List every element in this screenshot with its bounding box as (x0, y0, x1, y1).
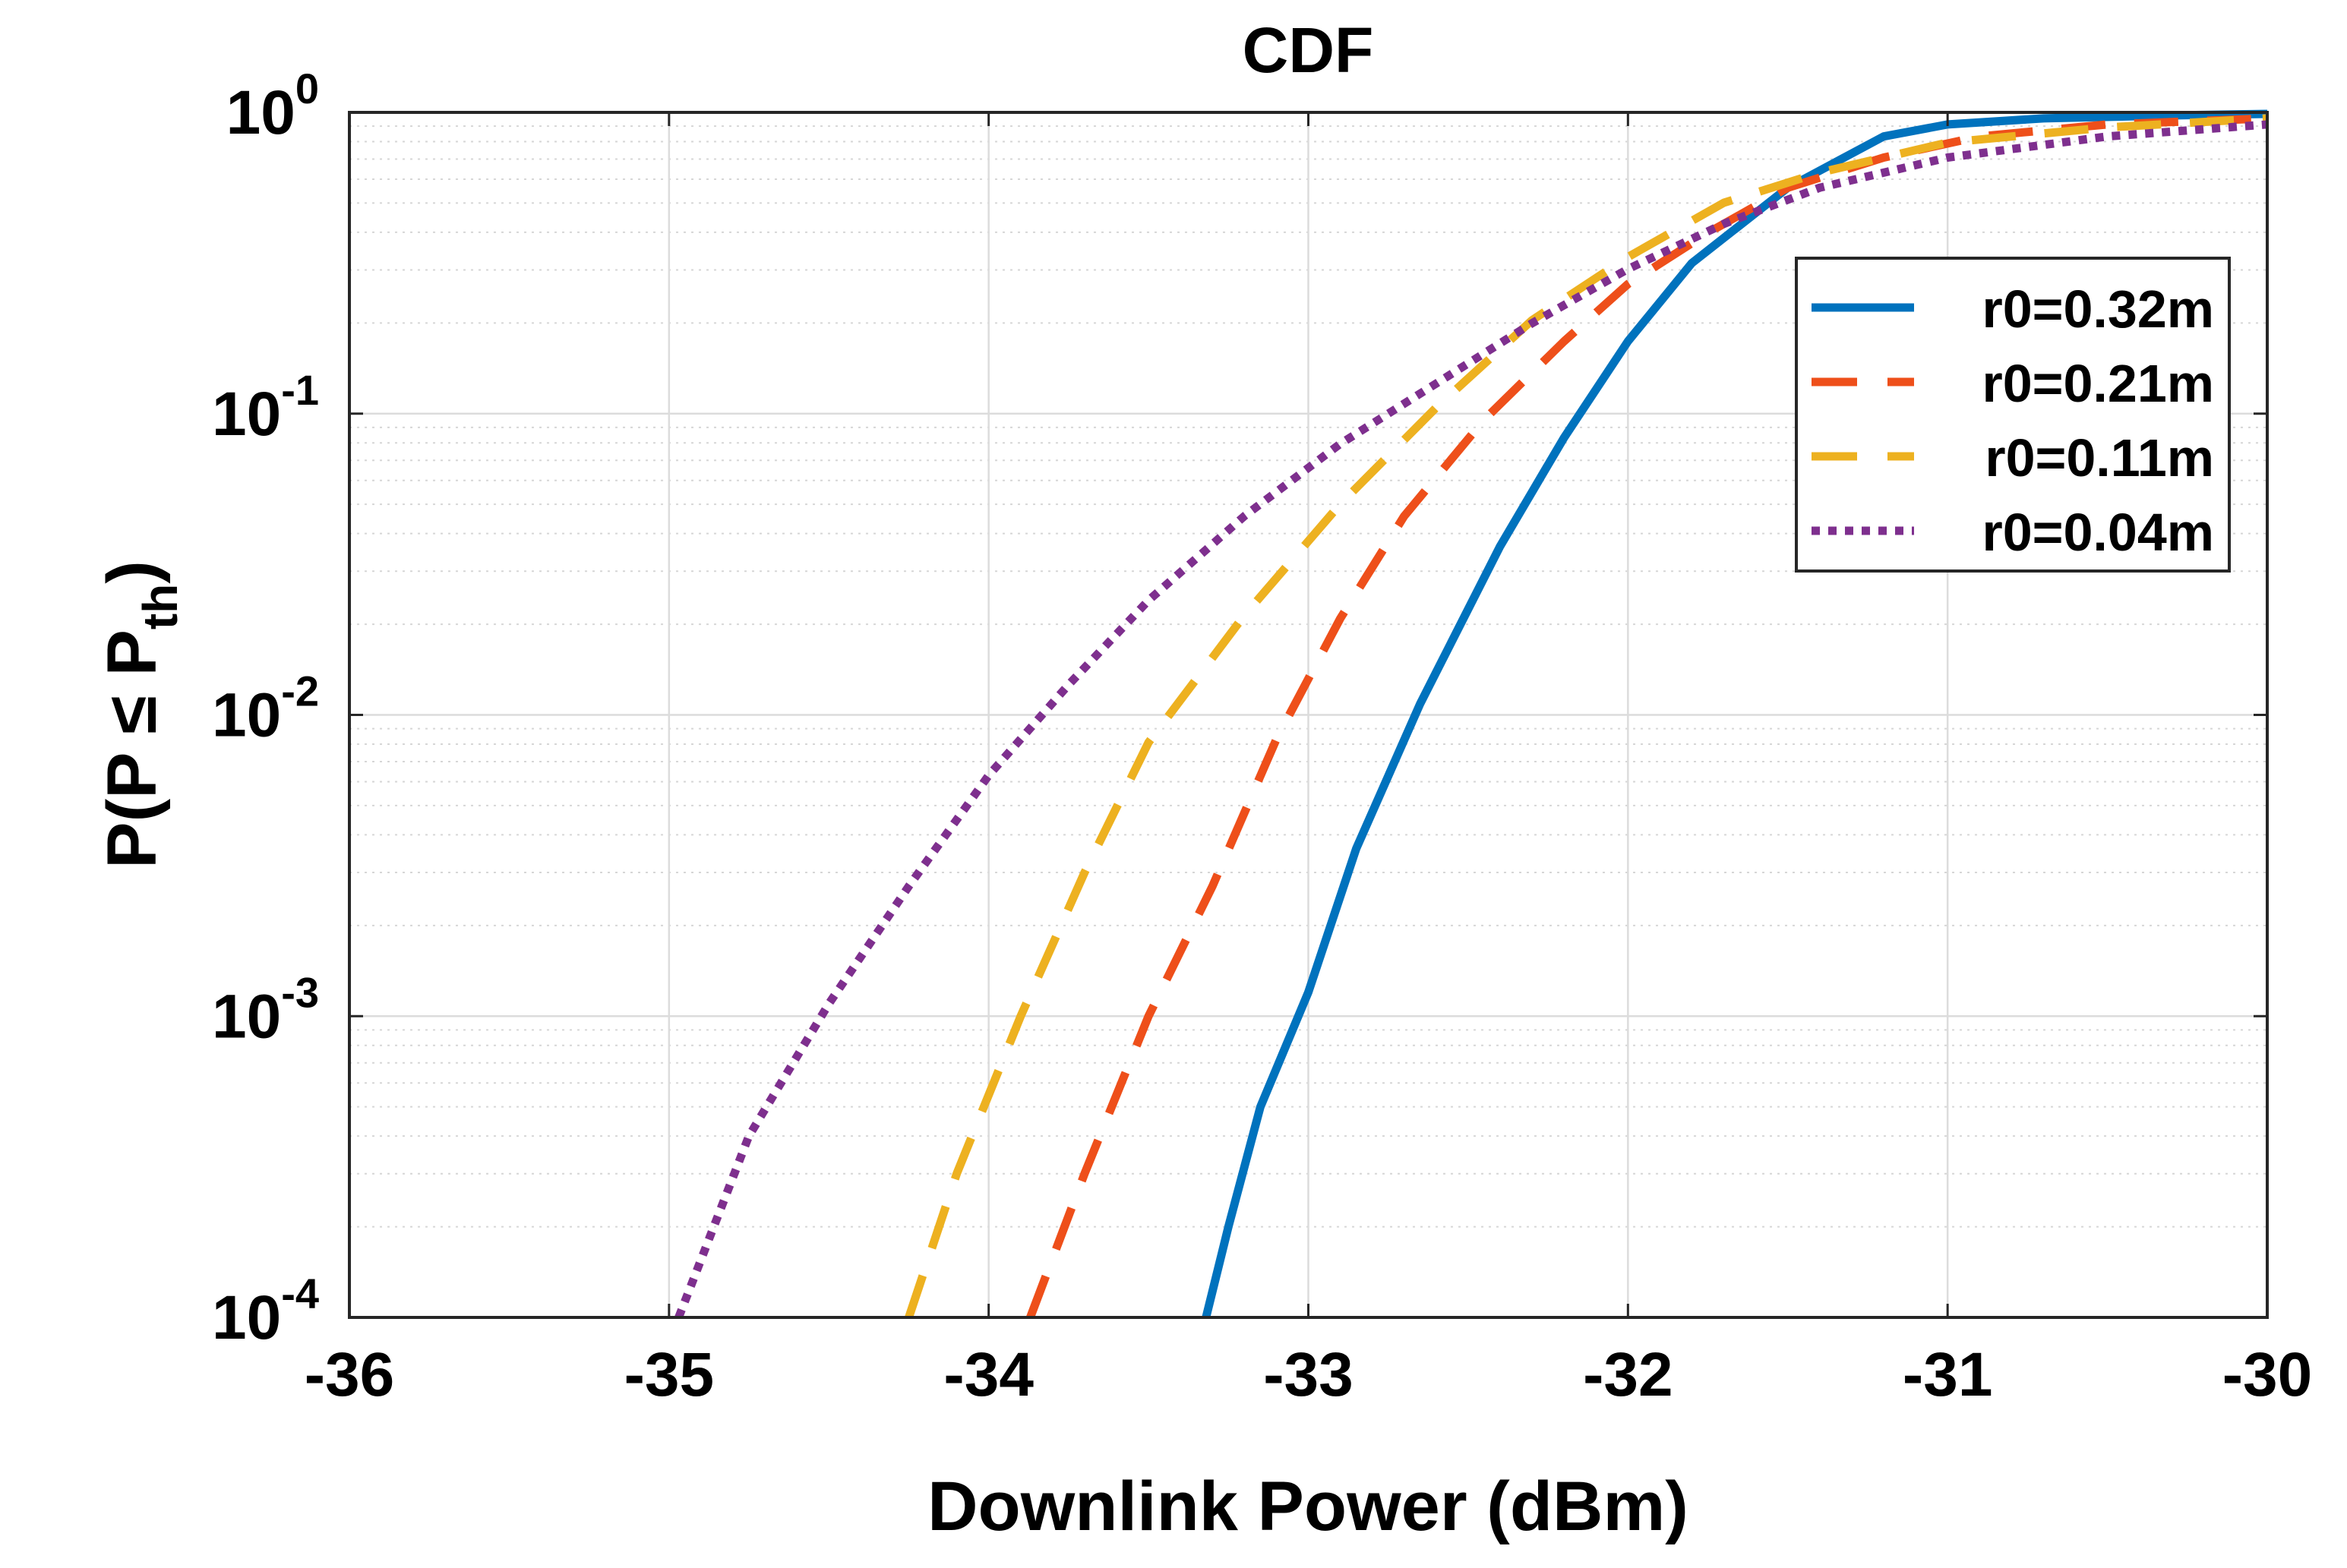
y-tick-base: 10 (226, 78, 295, 147)
y-axis-label: P(P ≤ Pth) (93, 560, 188, 869)
legend-label: r0=0.11m (1985, 428, 2214, 487)
x-tick-label: -33 (1263, 1340, 1354, 1409)
legend-label: r0=0.21m (1982, 354, 2214, 413)
x-tick-label: -32 (1583, 1340, 1673, 1409)
series-line (905, 114, 2268, 1319)
plot-area (674, 109, 2268, 1319)
y-tick-exponent: -1 (281, 366, 319, 414)
y-tick-base: 10 (212, 1283, 281, 1352)
y-tick-base: 10 (212, 380, 281, 449)
x-tick-label: -31 (1903, 1340, 1993, 1409)
y-tick-base: 10 (212, 681, 281, 750)
y-tick-exponent: -2 (281, 667, 319, 715)
legend-label: r0=0.32m (1982, 279, 2214, 339)
y-tick-label: 10-1 (212, 366, 319, 449)
x-tick-label: -30 (2222, 1340, 2313, 1409)
legend-label: r0=0.04m (1982, 503, 2214, 562)
y-tick-label: 10-2 (212, 667, 319, 750)
legend: r0=0.32m r0=0.21m r0=0.11m r0=0.04m (1795, 257, 2231, 573)
y-tick-exponent: -3 (281, 968, 319, 1016)
y-tick-label: 10-3 (212, 968, 319, 1051)
x-tick-label: -35 (624, 1340, 715, 1409)
y-tick-base: 10 (212, 982, 281, 1051)
x-tick-label: -36 (305, 1340, 395, 1409)
grid (348, 111, 2269, 1319)
x-axis-label: Downlink Power (dBm) (927, 1468, 1688, 1545)
y-tick-label: 100 (226, 65, 319, 147)
x-tick-label: -34 (943, 1340, 1034, 1409)
y-tick-label: 10-4 (212, 1270, 319, 1352)
y-tick-exponent: 0 (295, 65, 319, 112)
series-line (1202, 109, 2268, 1319)
y-tick-exponent: -4 (281, 1270, 319, 1317)
chart-title: CDF (1243, 14, 1374, 86)
